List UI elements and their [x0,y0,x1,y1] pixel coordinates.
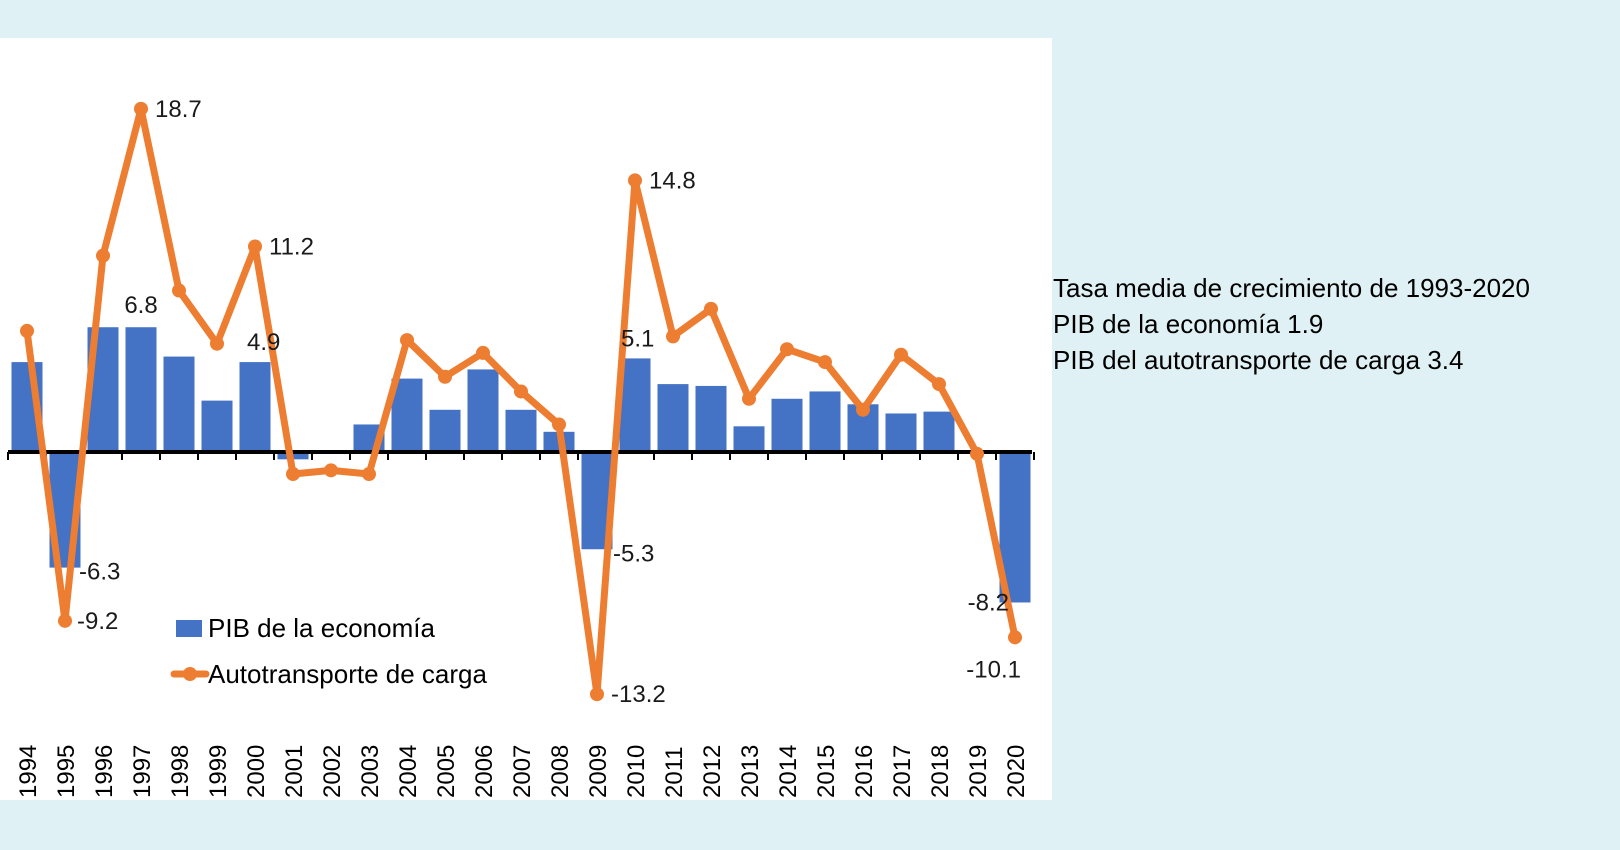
data-label-2009-autotransporte: -13.2 [611,681,666,708]
point-autotransporte-2009 [590,687,604,702]
legend-label-autotransporte: Autotransporte de carga [208,659,487,689]
point-autotransporte-1995 [58,613,72,628]
data-label-1995-pib: -6.3 [79,559,120,586]
bar-pib-2004 [391,378,423,452]
bar-pib-1997 [125,327,157,452]
x-tick-label-2013: 2013 [737,745,764,798]
point-autotransporte-1994 [20,323,34,338]
legend-label-pib: PIB de la economía [208,613,435,643]
bar-pib-2000 [239,362,271,452]
x-tick-label-2014: 2014 [775,745,802,798]
bar-pib-2013 [733,426,765,452]
notes-pib-freight: PIB del autotransporte de carga 3.4 [1053,345,1464,375]
x-tick-label-2009: 2009 [585,745,612,798]
data-label-1997-autotransporte: 18.7 [155,96,202,123]
x-tick-label-2007: 2007 [509,745,536,798]
point-autotransporte-2019 [970,446,984,461]
point-autotransporte-1996 [96,248,110,263]
point-autotransporte-2001 [286,467,300,482]
x-tick-label-2012: 2012 [699,745,726,798]
point-autotransporte-2003 [362,467,376,482]
bar-pib-2015 [809,391,841,452]
x-tick-label-2008: 2008 [547,745,574,798]
point-autotransporte-2000 [248,239,262,254]
point-autotransporte-2010 [628,173,642,188]
point-autotransporte-2018 [932,377,946,392]
point-autotransporte-2005 [438,369,452,384]
x-tick-label-2006: 2006 [471,745,498,798]
x-tick-label-2019: 2019 [965,745,992,798]
point-autotransporte-2007 [514,384,528,399]
data-label-1995-autotransporte: -9.2 [77,608,118,635]
data-label-2020-pib: -8.2 [968,589,1009,616]
point-autotransporte-2020 [1008,630,1022,645]
bar-pib-2006 [467,369,499,452]
x-tick-label-1995: 1995 [53,745,80,798]
data-label-2009-pib: -5.3 [613,540,654,567]
x-tick-label-2017: 2017 [889,745,916,798]
point-autotransporte-2015 [818,355,832,370]
point-autotransporte-2006 [476,345,490,360]
bar-pib-2017 [885,413,917,452]
data-label-1997-pib: 6.8 [124,292,157,319]
x-tick-label-2000: 2000 [243,745,270,798]
point-autotransporte-1998 [172,283,186,298]
point-autotransporte-2016 [856,402,870,417]
x-tick-label-2011: 2011 [661,746,688,798]
data-label-2000-autotransporte: 11.2 [269,233,314,260]
x-tick-label-2003: 2003 [357,745,384,798]
x-tick-label-1998: 1998 [167,745,194,798]
point-autotransporte-2002 [324,463,338,478]
point-autotransporte-2012 [704,301,718,316]
x-tick-label-2020: 2020 [1003,745,1030,798]
bar-pib-1999 [201,400,233,452]
bar-pib-2014 [771,398,803,452]
point-autotransporte-1997 [134,101,148,116]
legend-swatch-autotransporte-marker [183,667,197,681]
x-tick-label-1999: 1999 [205,745,232,798]
point-autotransporte-2017 [894,347,908,362]
bar-pib-1998 [163,356,195,452]
data-label-2000-pib: 4.9 [247,329,280,356]
point-autotransporte-2004 [400,333,414,348]
bar-pib-2012 [695,385,727,452]
point-autotransporte-1999 [210,336,224,351]
legend-swatch-pib [176,620,202,637]
x-tick-label-2018: 2018 [927,745,954,798]
x-tick-label-2010: 2010 [623,745,650,798]
x-tick-label-2015: 2015 [813,745,840,798]
data-label-2010-autotransporte: 14.8 [649,167,696,194]
bar-pib-2007 [505,409,537,452]
point-autotransporte-2014 [780,342,794,357]
point-autotransporte-2008 [552,417,566,432]
x-tick-label-2005: 2005 [433,745,460,798]
x-tick-label-1997: 1997 [129,745,156,798]
x-tick-label-2001: 2001 [281,745,308,798]
bar-pib-2011 [657,384,689,452]
bar-pib-2010 [619,358,651,452]
x-tick-label-1996: 1996 [91,745,118,798]
growth-chart: 1994 1995 1996 1997 1998 1999 2000 2001 2002 2003… [7,96,1035,798]
point-autotransporte-2011 [666,329,680,344]
x-tick-label-1994: 1994 [15,745,42,798]
data-label-2010-pib: 5.1 [621,325,654,352]
x-tick-label-2016: 2016 [851,745,878,798]
x-tick-label-2004: 2004 [395,745,422,798]
growth-notes: Tasa media de crecimiento de 1993-2020 P… [1053,270,1530,378]
notes-pib-economy: PIB de la economía 1.9 [1053,309,1324,339]
bar-pib-2005 [429,409,461,452]
point-autotransporte-2013 [742,391,756,406]
chart-panel: 1994 1995 1996 1997 1998 1999 2000 2001 2002 2003… [0,38,1052,800]
data-label-2020-autotransporte: -10.1 [966,656,1021,683]
x-tick-label-2002: 2002 [319,745,346,798]
notes-heading: Tasa media de crecimiento de 1993-2020 [1053,273,1530,303]
bar-pib-2018 [923,411,955,452]
